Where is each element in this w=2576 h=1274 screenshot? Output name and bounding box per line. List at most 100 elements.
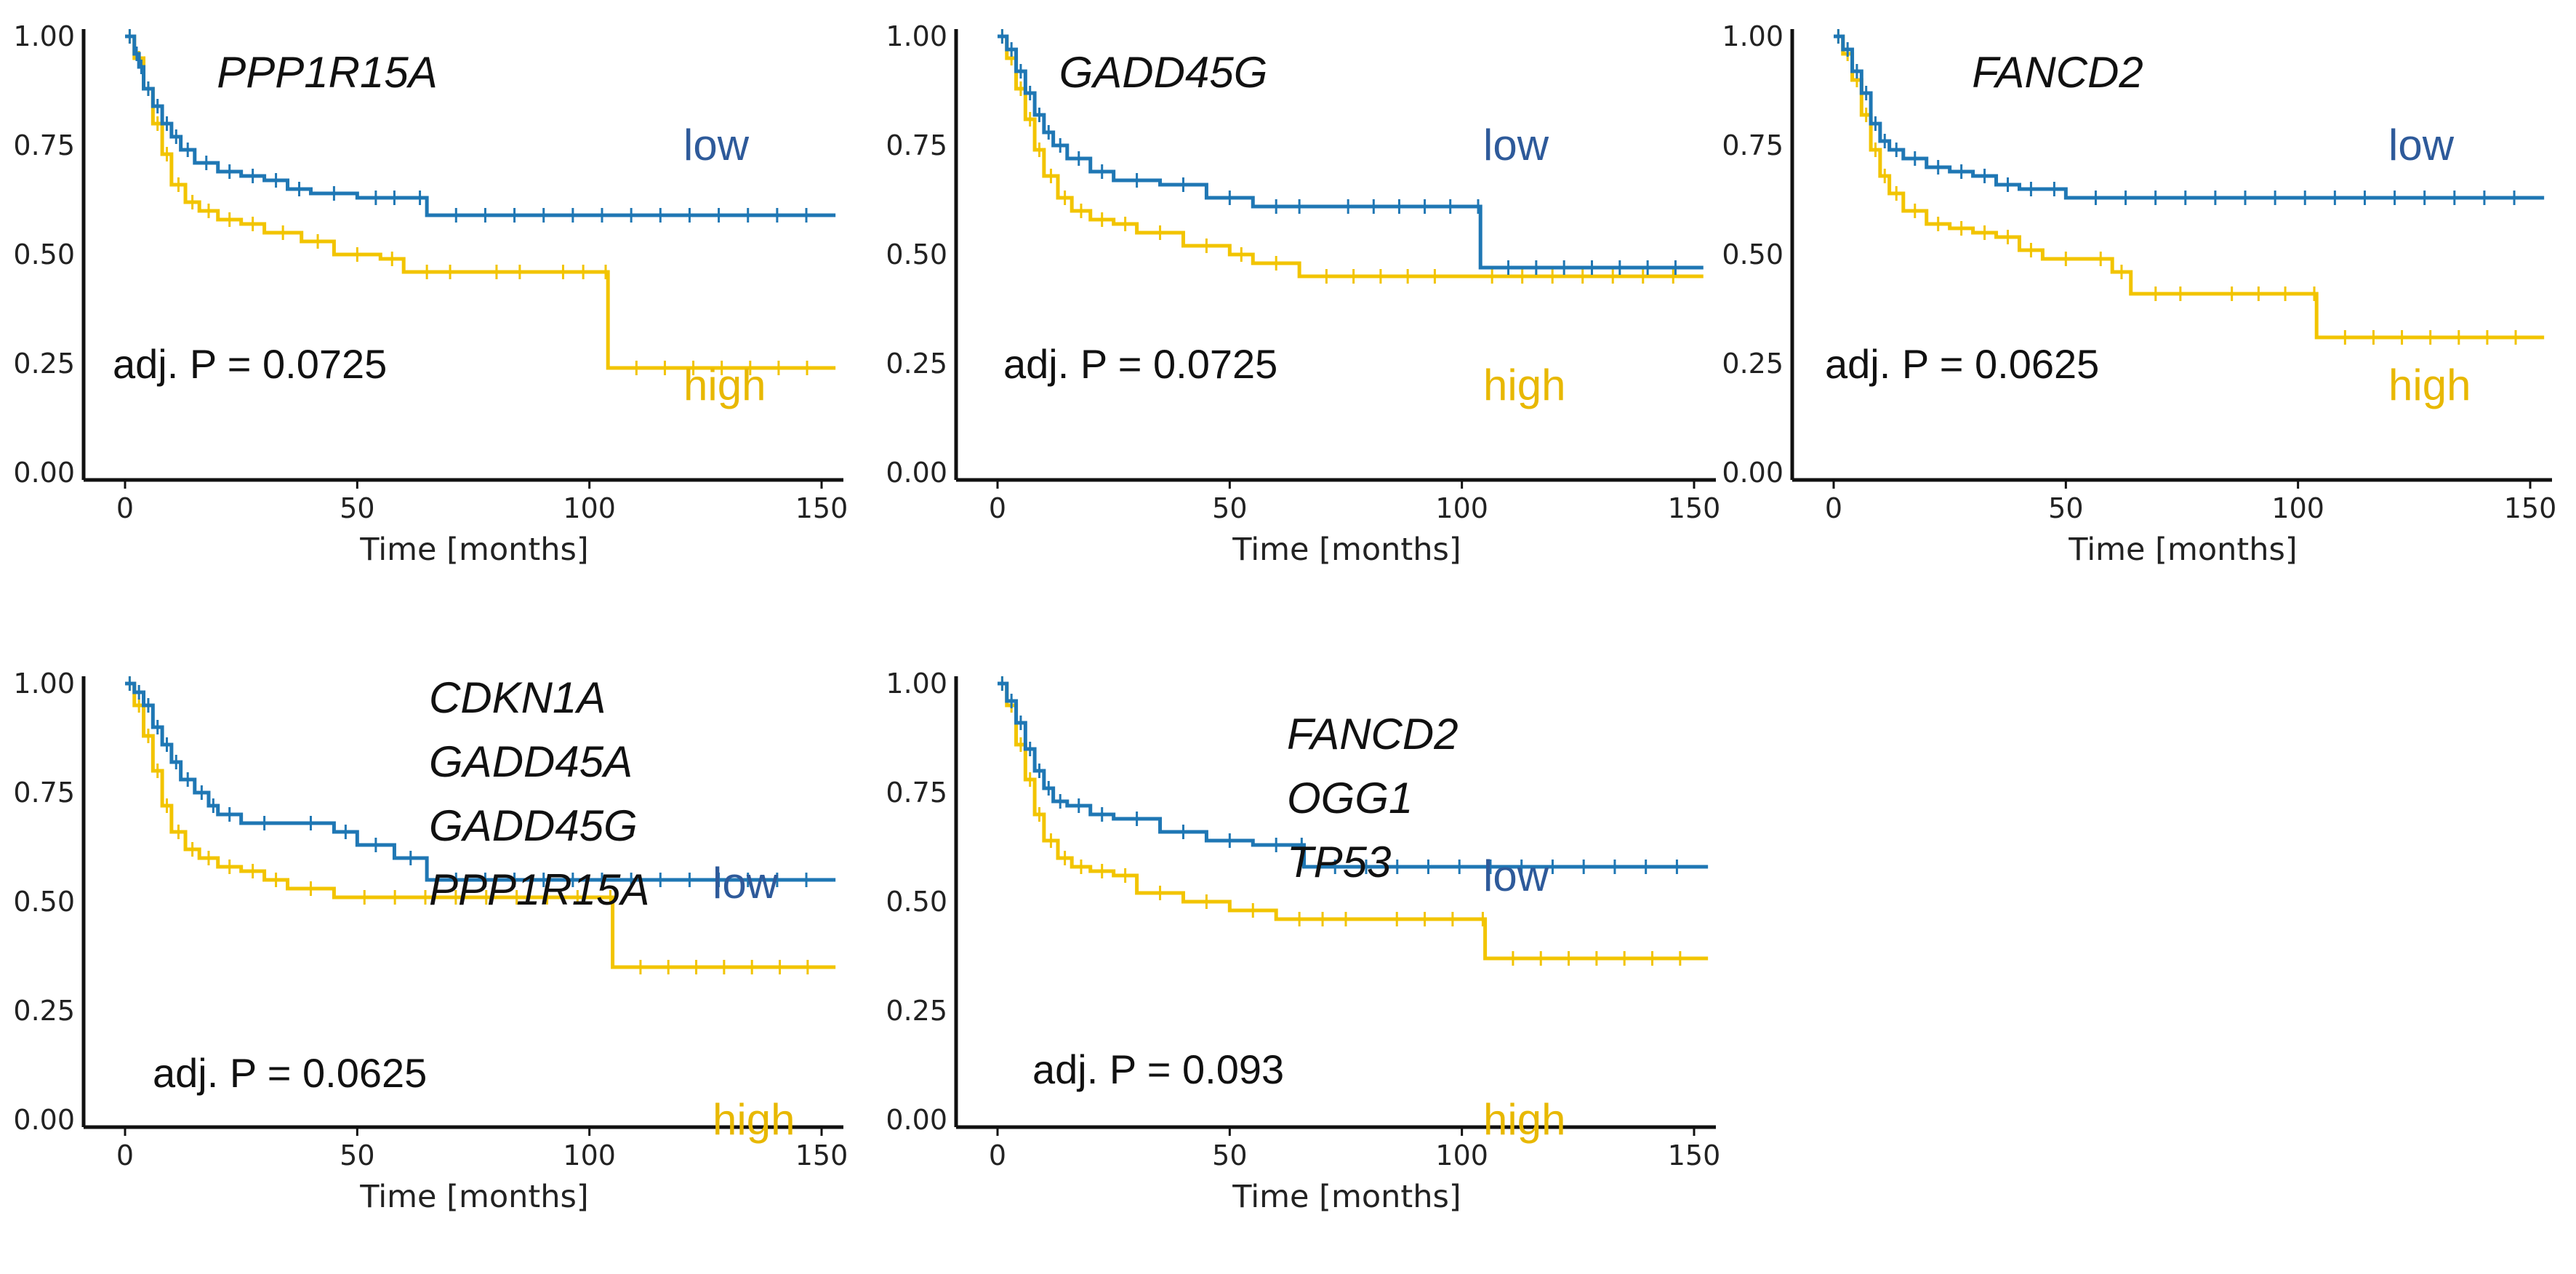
- gene-label: GADD45G: [1059, 48, 1268, 97]
- x-tick-label: 150: [795, 1139, 848, 1171]
- x-tick-label: 0: [989, 1139, 1006, 1171]
- legend-low-label: low: [683, 121, 750, 169]
- x-tick-label: 50: [1212, 1139, 1247, 1171]
- y-tick-label: 0.25: [13, 348, 75, 380]
- x-tick-label: 0: [116, 492, 134, 524]
- km-curve-high: [125, 681, 836, 969]
- y-tick-label: 0.00: [1722, 457, 1783, 489]
- x-tick-label: 150: [1668, 492, 1721, 524]
- y-tick-label: 1.00: [1722, 20, 1783, 52]
- y-tick-label: 0.75: [13, 777, 75, 809]
- x-axis-title: Time [months]: [2068, 532, 2297, 568]
- y-tick-label: 0.25: [886, 348, 947, 380]
- censor-marks-low: [128, 29, 808, 223]
- km-panel-combined-3-genes: 0.00 0.25 0.50 0.75 1.00 0 50 100 150 Time [month…: [880, 654, 1720, 1215]
- censor-marks-high: [1837, 29, 2517, 345]
- censor-marks-low: [1000, 29, 1677, 275]
- y-tick-label: 0.25: [1722, 348, 1783, 380]
- km-plot: 0.00 0.25 0.50 0.75 1.00 0 50 100 150 Time [month…: [886, 668, 1720, 1215]
- x-tick-label: 150: [1668, 1139, 1721, 1171]
- gene-label: PPP1R15A: [429, 865, 650, 914]
- p-value-annotation: adj. P = 0.0625: [1825, 341, 2099, 387]
- y-tick-label: 1.00: [886, 20, 947, 52]
- y-tick-label: 0.75: [886, 129, 947, 161]
- censor-marks-high: [1000, 676, 1682, 966]
- x-axis-title: Time [months]: [359, 1179, 588, 1215]
- x-tick-label: 0: [989, 492, 1006, 524]
- km-curve-high: [1834, 34, 2545, 340]
- km-curve-low: [125, 34, 836, 217]
- gene-label: CDKN1A: [429, 673, 606, 722]
- y-tick-label: 1.00: [886, 668, 947, 700]
- km-panel-fancd2: 0.00 0.25 0.50 0.75 1.00 0 50 100 150 Time [month…: [1716, 7, 2556, 568]
- legend-high-label: high: [1483, 361, 1565, 409]
- censor-marks-low: [128, 676, 808, 887]
- y-tick-label: 0.00: [13, 457, 75, 489]
- y-tick-label: 0.00: [13, 1104, 75, 1136]
- y-tick-label: 0.25: [886, 995, 947, 1027]
- x-tick-label: 0: [116, 1139, 134, 1171]
- x-tick-label: 150: [2504, 492, 2557, 524]
- gene-label: GADD45A: [429, 737, 633, 786]
- p-value-annotation: adj. P = 0.0725: [113, 341, 387, 387]
- legend-low-label: low: [713, 859, 779, 908]
- y-tick-label: 0.50: [886, 886, 947, 918]
- legend-low-label: low: [1483, 852, 1549, 900]
- censor-marks-high: [128, 676, 809, 974]
- p-value-annotation: adj. P = 0.093: [1032, 1046, 1284, 1092]
- km-curve-low: [998, 681, 1709, 869]
- censor-marks-high: [128, 29, 808, 375]
- km-curve-low: [125, 681, 836, 882]
- km-plot: 0.00 0.25 0.50 0.75 1.00 0 50 100 150 Time [month…: [1722, 20, 2556, 568]
- y-tick-label: 0.50: [13, 886, 75, 918]
- x-axis-title: Time [months]: [1232, 1179, 1461, 1215]
- y-tick-label: 0.50: [1722, 239, 1783, 271]
- x-tick-label: 50: [340, 1139, 374, 1171]
- km-panel-gadd45g: 0.00 0.25 0.50 0.75 1.00 0 50 100 150 Time [month…: [880, 7, 1720, 568]
- y-tick-label: 0.00: [886, 457, 947, 489]
- y-tick-label: 0.75: [13, 129, 75, 161]
- x-axis-title: Time [months]: [359, 532, 588, 568]
- y-tick-label: 0.75: [886, 777, 947, 809]
- gene-label: FANCD2: [1287, 710, 1458, 758]
- legend-low-label: low: [2388, 121, 2455, 169]
- y-tick-label: 1.00: [13, 668, 75, 700]
- y-tick-label: 1.00: [13, 20, 75, 52]
- censor-marks-low: [1000, 676, 1678, 874]
- km-panel-ppp1r15a: 0.00 0.25 0.50 0.75 1.00 0 50 100 150 Time [month…: [7, 7, 848, 568]
- p-value-annotation: adj. P = 0.0725: [1003, 341, 1277, 387]
- km-curve-low: [1834, 34, 2545, 200]
- x-tick-label: 50: [340, 492, 374, 524]
- gene-label: FANCD2: [1972, 48, 2143, 97]
- y-tick-label: 0.50: [886, 239, 947, 271]
- gene-label: PPP1R15A: [217, 48, 438, 97]
- legend-high-label: high: [713, 1095, 795, 1144]
- legend-high-label: high: [683, 361, 766, 409]
- censor-marks-low: [1837, 29, 2516, 205]
- y-tick-label: 0.25: [13, 995, 75, 1027]
- km-plot: 0.00 0.25 0.50 0.75 1.00 0 50 100 150 Time [month…: [13, 668, 848, 1215]
- x-tick-label: 50: [2048, 492, 2083, 524]
- x-tick-label: 100: [2271, 492, 2324, 524]
- gene-label: TP53: [1287, 838, 1391, 886]
- x-tick-label: 50: [1212, 492, 1247, 524]
- x-tick-label: 100: [1435, 1139, 1488, 1171]
- x-tick-label: 100: [1435, 492, 1488, 524]
- x-tick-label: 100: [563, 1139, 616, 1171]
- p-value-annotation: adj. P = 0.0625: [153, 1050, 427, 1096]
- gene-label: GADD45G: [429, 801, 638, 850]
- legend-high-label: high: [1483, 1095, 1565, 1144]
- y-tick-label: 0.50: [13, 239, 75, 271]
- km-plot: 0.00 0.25 0.50 0.75 1.00 0 50 100 150 Time [month…: [13, 20, 848, 568]
- x-tick-label: 150: [795, 492, 848, 524]
- censor-marks-high: [1000, 29, 1674, 284]
- x-tick-label: 0: [1825, 492, 1842, 524]
- legend-high-label: high: [2388, 361, 2471, 409]
- legend-low-label: low: [1483, 121, 1549, 169]
- y-tick-label: 0.75: [1722, 129, 1783, 161]
- y-tick-label: 0.00: [886, 1104, 947, 1136]
- x-axis-title: Time [months]: [1232, 532, 1461, 568]
- km-plot: 0.00 0.25 0.50 0.75 1.00 0 50 100 150 Time [month…: [886, 20, 1720, 568]
- km-panel-combined-4-genes: 0.00 0.25 0.50 0.75 1.00 0 50 100 150 Time [month…: [7, 654, 848, 1215]
- x-tick-label: 100: [563, 492, 616, 524]
